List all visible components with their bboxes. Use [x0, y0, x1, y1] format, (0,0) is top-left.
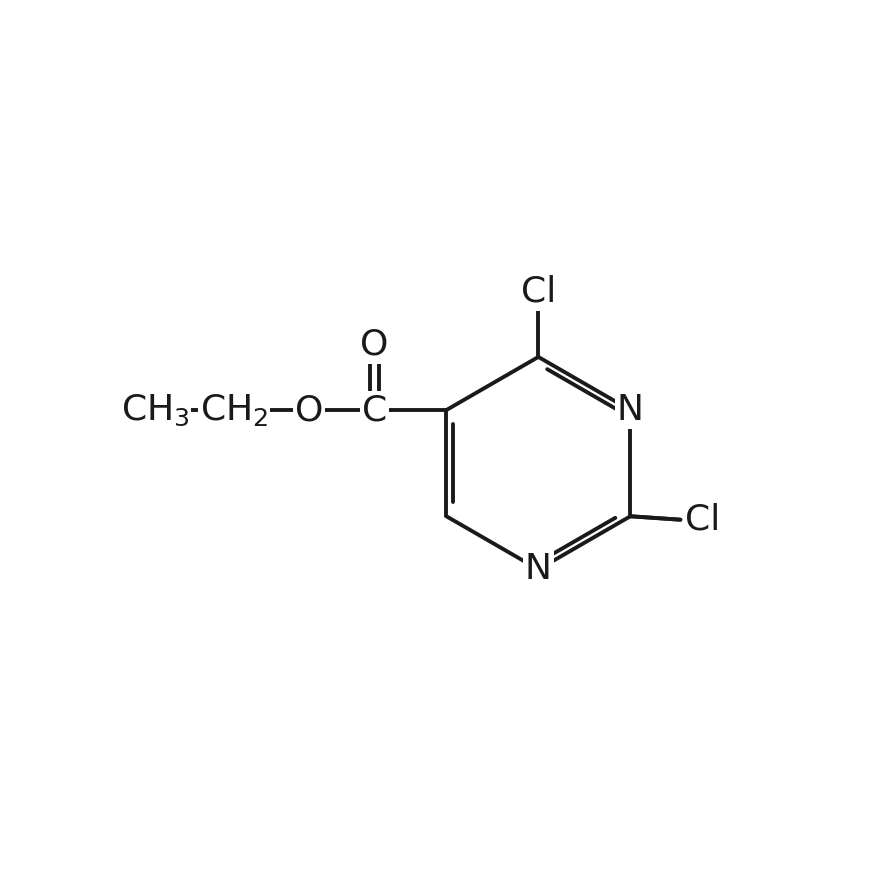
- Text: Cl: Cl: [521, 275, 556, 309]
- Text: O: O: [295, 393, 323, 427]
- Text: Cl: Cl: [684, 503, 720, 537]
- Text: CH$_2$: CH$_2$: [199, 392, 268, 428]
- Text: C: C: [362, 393, 387, 427]
- Text: O: O: [360, 328, 389, 362]
- Text: N: N: [617, 393, 643, 427]
- Text: N: N: [525, 553, 552, 587]
- Text: CH$_3$: CH$_3$: [121, 392, 190, 428]
